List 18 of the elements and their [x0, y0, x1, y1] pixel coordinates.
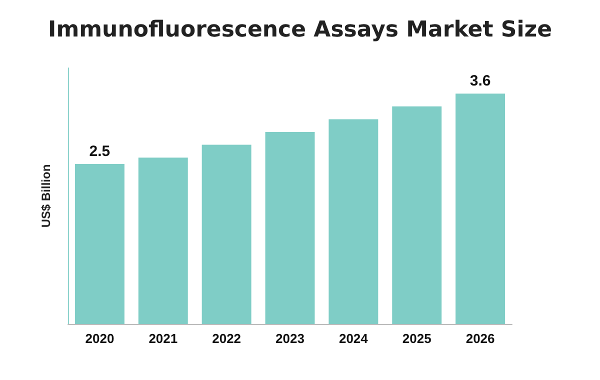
- x-tick-label: 2025: [402, 331, 432, 346]
- bar: [202, 144, 252, 324]
- x-tick-label: 2022: [212, 331, 242, 346]
- y-axis-title: US$ Billion: [39, 164, 53, 228]
- x-tick-label: 2021: [148, 331, 178, 346]
- bar: [74, 164, 124, 324]
- chart-title: Immunofluorescence Assays Market Size: [48, 18, 552, 42]
- x-tick-label: 2024: [338, 331, 369, 346]
- x-tick-label: 2020: [85, 331, 114, 346]
- data-label: 2.5: [89, 143, 110, 160]
- x-tick-label: 2026: [466, 331, 495, 346]
- bar: [456, 94, 506, 324]
- bar: [138, 158, 188, 324]
- bar: [392, 106, 442, 324]
- x-tick-label: 2023: [276, 331, 304, 346]
- bar: [265, 132, 315, 324]
- data-label: 3.6: [470, 72, 491, 90]
- bar: [328, 119, 378, 324]
